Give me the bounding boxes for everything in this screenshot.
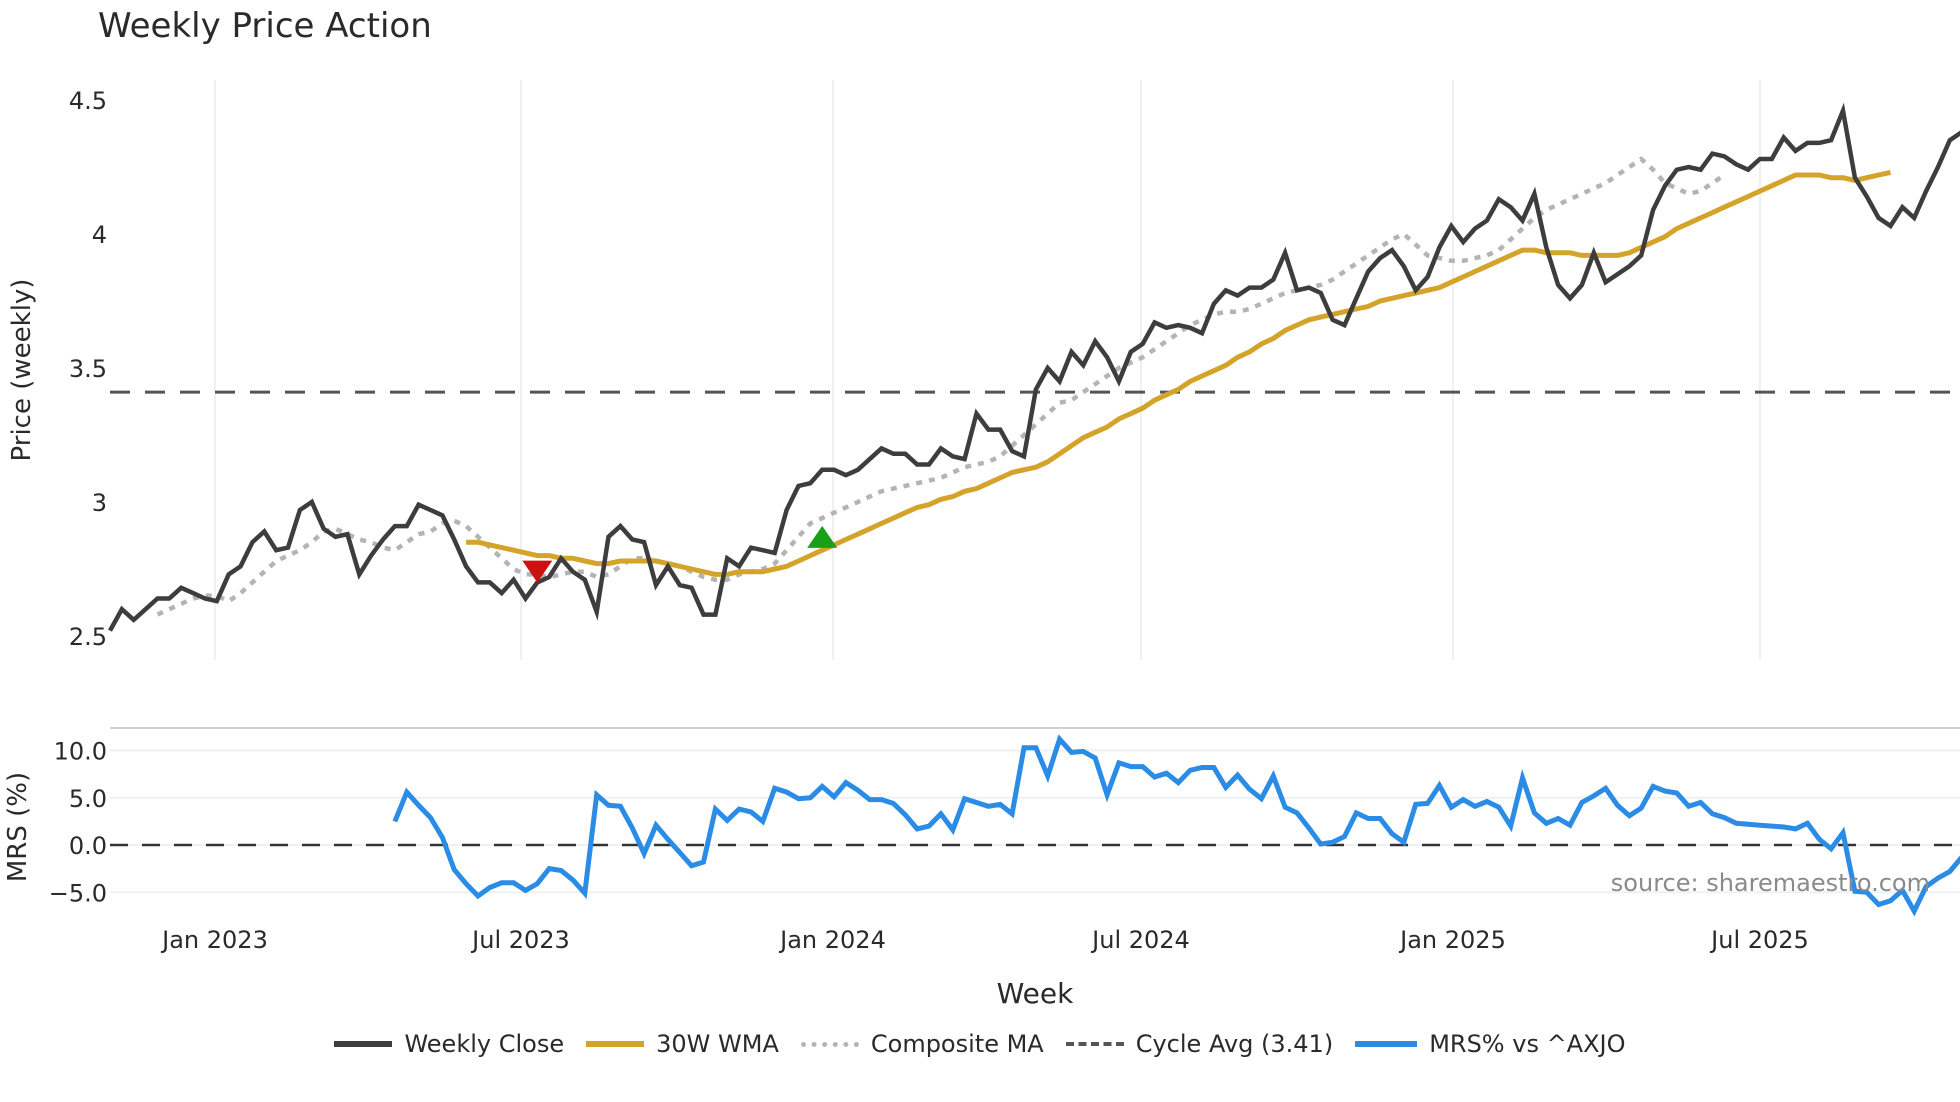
price-y-axis-ticks: 2.5 3 3.5 4 4.5 bbox=[69, 87, 107, 651]
legend-item-composite-ma[interactable]: Composite MA bbox=[800, 1030, 1044, 1058]
x-tick-label: Jan 2024 bbox=[778, 926, 886, 954]
x-tick-label: Jul 2023 bbox=[470, 926, 570, 954]
source-watermark: source: sharemaestro.com bbox=[1611, 869, 1930, 897]
y-tick-label: 0.0 bbox=[69, 832, 107, 860]
legend-label: 30W WMA bbox=[656, 1030, 779, 1058]
y-tick-label: 4.5 bbox=[69, 87, 107, 115]
x-tick-label: Jan 2023 bbox=[160, 926, 268, 954]
legend: Weekly Close 30W WMA Composite MA Cycle … bbox=[0, 1030, 1960, 1058]
buy-triangle-icon bbox=[807, 525, 838, 548]
weekly-close-swatch-icon bbox=[334, 1041, 393, 1047]
x-axis-label: Week bbox=[997, 977, 1074, 1010]
legend-label: Weekly Close bbox=[404, 1030, 565, 1058]
x-tick-label: Jul 2024 bbox=[1090, 926, 1190, 954]
legend-label: Cycle Avg (3.41) bbox=[1135, 1030, 1334, 1058]
cycle-avg-swatch-icon bbox=[1065, 1042, 1124, 1046]
legend-label: Composite MA bbox=[870, 1030, 1044, 1058]
legend-item-wma[interactable]: 30W WMA bbox=[586, 1030, 779, 1058]
weekly-close-line bbox=[108, 102, 1960, 632]
composite-ma-line bbox=[156, 156, 1726, 617]
price-panel-gridlines bbox=[214, 80, 1761, 660]
chart-title: Weekly Price Action bbox=[98, 6, 432, 46]
y-tick-label: −5.0 bbox=[49, 879, 107, 907]
y-tick-label: 10.0 bbox=[54, 738, 107, 766]
legend-label: MRS% vs ^AXJO bbox=[1429, 1030, 1626, 1058]
legend-item-mrs[interactable]: MRS% vs ^AXJO bbox=[1355, 1030, 1626, 1058]
mrs-y-axis-label: MRS (%) bbox=[3, 772, 33, 882]
sell-triangle-icon bbox=[522, 560, 553, 583]
mrs-swatch-icon bbox=[1355, 1041, 1418, 1047]
composite-ma-swatch-icon bbox=[800, 1041, 859, 1047]
legend-item-weekly-close[interactable]: Weekly Close bbox=[334, 1030, 564, 1058]
mrs-y-axis-ticks: 10.0 5.0 0.0 −5.0 bbox=[49, 738, 107, 908]
wma-30w-line bbox=[466, 169, 1892, 577]
x-axis-ticks: Jan 2023 Jul 2023 Jan 2024 Jul 2024 Jan 2025… bbox=[160, 926, 1809, 954]
y-tick-label: 5.0 bbox=[69, 785, 107, 813]
wma-swatch-icon bbox=[586, 1041, 645, 1047]
x-tick-label: Jan 2025 bbox=[1398, 926, 1506, 954]
x-tick-label: Jul 2025 bbox=[1709, 926, 1809, 954]
signal-markers bbox=[522, 525, 838, 583]
y-tick-label: 4 bbox=[92, 221, 107, 249]
y-tick-label: 3.5 bbox=[69, 355, 107, 383]
price-y-axis-label: Price (weekly) bbox=[7, 279, 37, 462]
chart-canvas: 2.5 3 3.5 4 4.5 Price (weekly) 10.0 5.0 0.0 −5.… bbox=[3, 80, 1960, 1010]
legend-item-cycle-avg[interactable]: Cycle Avg (3.41) bbox=[1065, 1030, 1334, 1058]
y-tick-label: 2.5 bbox=[69, 623, 107, 651]
y-tick-label: 3 bbox=[92, 489, 107, 517]
mrs-line bbox=[392, 734, 1960, 917]
